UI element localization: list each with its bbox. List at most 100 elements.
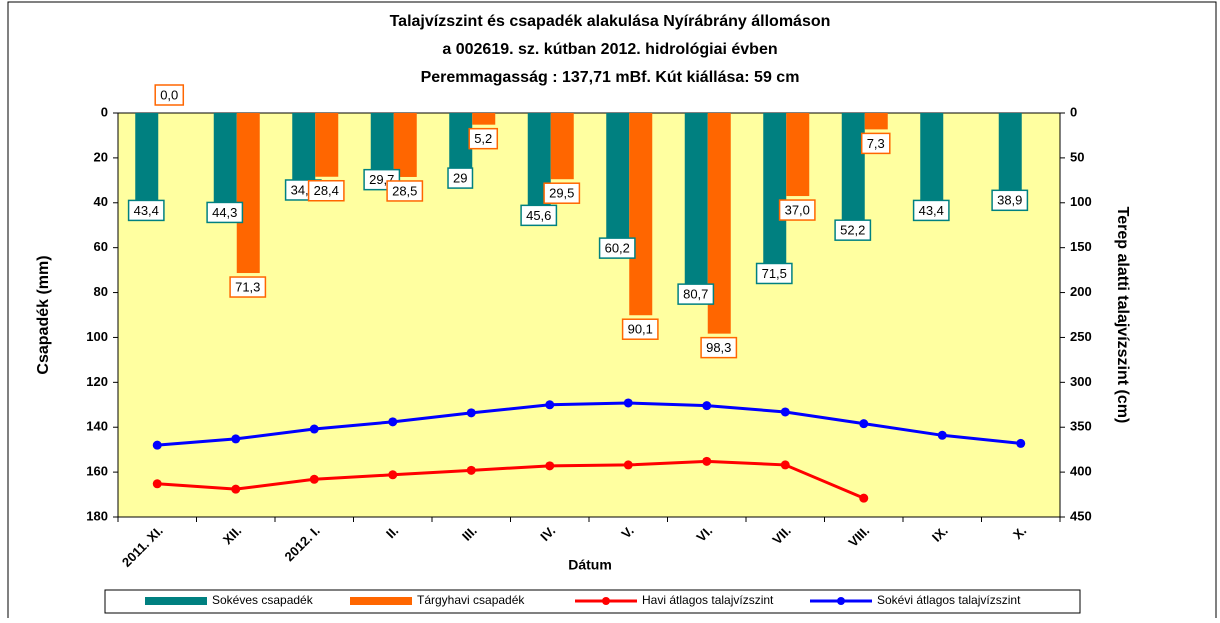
y-tick-label: 120 (86, 374, 108, 389)
y2-tick-label: 450 (1070, 508, 1092, 523)
bar (841, 113, 865, 231)
data-label: 28,5 (392, 183, 417, 198)
data-label: 90,1 (628, 322, 653, 337)
data-label-box (206, 201, 244, 224)
title-line: Peremmagasság : 137,71 mBf. Kút kiállása… (421, 69, 800, 86)
data-label-box (991, 189, 1029, 212)
data-label-group: 44,3 (206, 201, 244, 224)
title-line: Talajvízszint és csapadék alakulása Nyír… (390, 13, 831, 30)
legend-swatch (145, 597, 207, 605)
marker (152, 479, 162, 489)
y-tick-label: 0 (101, 104, 108, 119)
data-label-group: 45,6 (520, 204, 558, 227)
marker (702, 401, 712, 411)
bar (606, 113, 630, 249)
data-label-box (700, 336, 738, 359)
data-label-box (778, 199, 816, 221)
data-label-group: 43,4 (912, 199, 950, 222)
y-tick-label: 60 (94, 239, 108, 254)
data-label-box (598, 237, 636, 259)
y-tick-label: 140 (86, 419, 108, 434)
data-label: 37,0 (785, 202, 810, 217)
data-label-group: 7,3 (860, 132, 891, 155)
y2-tick-label: 0 (1070, 104, 1077, 119)
marker (780, 460, 790, 470)
bar (472, 113, 496, 125)
data-label: 43,4 (919, 203, 944, 218)
y-axis-label: Csapadék (mm) (35, 255, 52, 374)
data-label: 44,3 (212, 205, 237, 220)
legend-marker (602, 597, 610, 605)
bar (629, 113, 653, 316)
bar (864, 113, 888, 130)
data-label: 28,4 (314, 183, 339, 198)
data-label-group: 71,5 (755, 262, 793, 285)
bar (684, 113, 708, 295)
data-label: 29,5 (549, 186, 574, 201)
plot-area (117, 112, 1061, 518)
data-label-box (677, 283, 715, 305)
data-label-box (386, 180, 424, 202)
marker (702, 456, 712, 466)
data-label-box (860, 132, 891, 155)
marker (623, 398, 633, 408)
data-label-box (229, 276, 267, 298)
bar (135, 113, 159, 211)
y2-tick-label: 250 (1070, 329, 1092, 344)
data-label-box (127, 199, 165, 222)
marker (466, 408, 476, 418)
x-axis-label: Dátum (568, 557, 612, 573)
marker (466, 465, 476, 475)
bar (920, 113, 944, 211)
marker (937, 430, 947, 440)
data-label-box (520, 204, 558, 227)
data-label: 7,3 (867, 136, 885, 151)
data-label: 29 (453, 171, 467, 186)
marker (152, 440, 162, 450)
bar (292, 113, 316, 190)
title-line: a 002619. sz. kútban 2012. hidrológiai é… (442, 41, 777, 58)
legend-swatch (350, 597, 412, 605)
data-label: 0,0 (160, 87, 178, 102)
line (157, 459, 865, 500)
y2-tick-label: 350 (1070, 419, 1092, 434)
legend-label: Tárgyhavi csapadék (417, 593, 525, 607)
data-label-group: 52,2 (834, 219, 872, 241)
data-label-box (912, 199, 950, 222)
marker (1016, 438, 1026, 448)
legend-marker (837, 597, 845, 605)
y-tick-label: 100 (86, 329, 108, 344)
bar (213, 113, 237, 213)
marker (623, 460, 633, 470)
y-tick-label: 80 (94, 284, 108, 299)
line (157, 401, 1021, 447)
marker (309, 424, 319, 434)
data-label-group: 90,1 (621, 318, 659, 340)
data-label-group: 29 (447, 167, 474, 189)
data-label-box (621, 318, 659, 340)
marker (309, 474, 319, 484)
data-label-box (834, 219, 872, 241)
data-label-group: 60,2 (598, 237, 636, 259)
data-label: 45,6 (526, 208, 551, 223)
bar (786, 113, 810, 197)
bar (763, 113, 787, 274)
y2-tick-label: 200 (1070, 284, 1092, 299)
marker (388, 417, 398, 427)
data-label-group: 38,9 (991, 189, 1029, 212)
bar (550, 113, 574, 180)
data-label-group: 71,3 (229, 276, 267, 298)
y2-tick-label: 150 (1070, 239, 1092, 254)
legend-label: Sokéves csapadék (212, 593, 314, 607)
bar (449, 113, 473, 179)
y2-tick-label: 100 (1070, 194, 1092, 209)
data-label-group: 80,7 (677, 283, 715, 305)
data-label-box (543, 182, 581, 204)
data-label: 80,7 (683, 287, 708, 302)
y-tick-label: 20 (94, 149, 108, 164)
data-label-box (468, 127, 499, 150)
marker (859, 493, 869, 503)
data-label-group: 28,4 (307, 179, 345, 202)
data-label-box (154, 84, 185, 106)
